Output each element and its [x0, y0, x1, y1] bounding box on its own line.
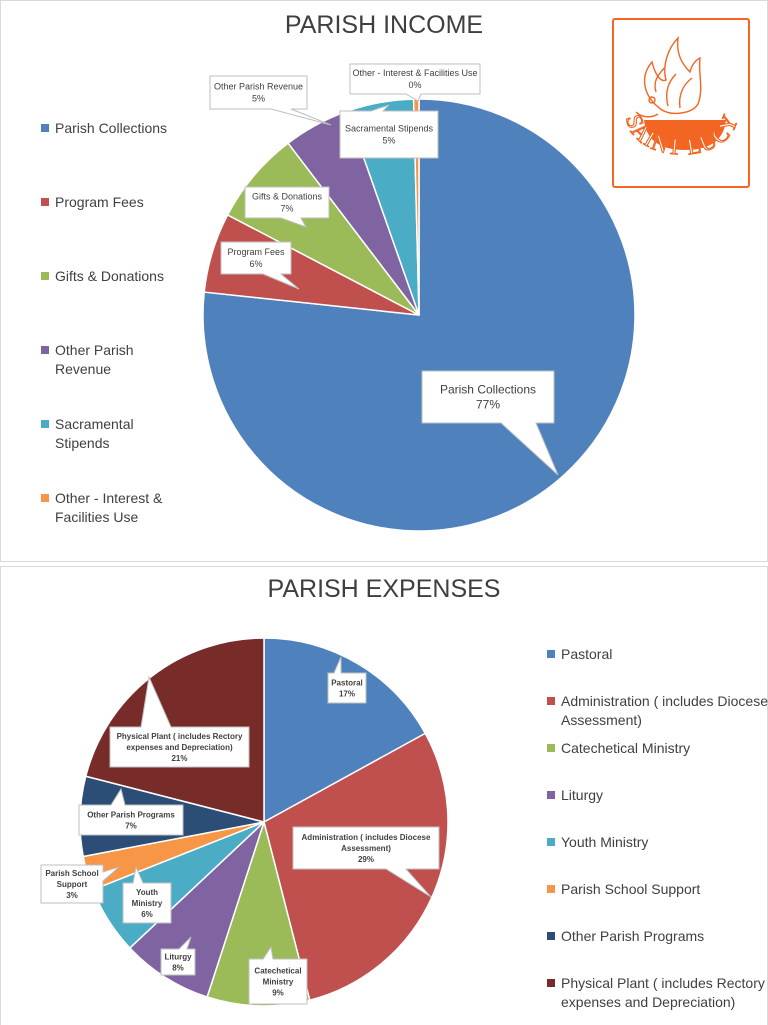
expenses-data-label-physical-plant-includes-rectory-expenses-and-depreciation-label: expenses and Depreciation) — [126, 743, 233, 752]
expenses-data-label-other-parish-programs-label: Other Parish Programs — [87, 810, 175, 819]
legend-label: Administration ( includes Diocese Assessm… — [561, 693, 768, 728]
expenses-data-label-catechetical-ministry-label: Catechetical — [254, 966, 301, 975]
legend-label: Pastoral — [561, 646, 613, 662]
expenses-data-label-parish-school-support-value: 3% — [66, 891, 78, 900]
legend-label: Program Fees — [55, 194, 144, 210]
legend-swatch — [547, 791, 555, 799]
expenses-data-label-liturgy-value: 8% — [172, 963, 184, 972]
legend-label: Liturgy — [561, 787, 604, 803]
income-data-label-other-parish-revenue-value: 5% — [252, 94, 265, 104]
expenses-data-label-youth-ministry-label: Ministry — [132, 899, 163, 908]
legend-label: Other Parish Programs — [561, 928, 705, 944]
legend-swatch — [41, 420, 49, 428]
legend-swatch — [547, 932, 555, 940]
income-data-label-other-parish-revenue: Other Parish Revenue 5% — [209, 75, 332, 126]
income-data-label-other-parish-revenue-label: Other Parish Revenue — [214, 82, 303, 92]
income-data-label-other-interest-facilities-use: Other - Interest & Facilities Use 0% — [349, 63, 481, 102]
legend-label: Physical Plant ( includes Rectory expense… — [561, 975, 765, 1010]
expenses-data-label-administration-includes-diocese-assessment-label: Assessment) — [341, 844, 391, 853]
expenses-data-label-physical-plant-includes-rectory-expenses-and-depreciation-value: 21% — [171, 754, 187, 763]
income-data-label-gifts-donations-label: Gifts & Donations — [252, 192, 323, 202]
expenses-data-label-parish-school-support-label: Support — [57, 880, 88, 889]
expenses-data-label-youth-ministry-value: 6% — [141, 910, 153, 919]
income-data-label-sacramental-stipends-value: 5% — [382, 136, 395, 146]
lamp-icon — [644, 120, 726, 150]
legend-swatch — [547, 697, 555, 705]
expenses-slice-pastoral — [263, 637, 427, 824]
expenses-data-label-catechetical-ministry-label: Ministry — [263, 977, 294, 986]
legend-label: Parish Collections — [55, 120, 168, 136]
expenses-data-label-other-parish-programs: Other Parish Programs 7% — [78, 787, 184, 836]
legend-swatch — [41, 124, 49, 132]
expenses-pie-chart: Pastoral 17% Administration ( includes Dio… — [40, 637, 449, 1007]
expenses-data-label-other-parish-programs-value: 7% — [125, 821, 137, 830]
legend-label: Gifts & Donations — [55, 268, 164, 284]
flame-icon — [635, 36, 702, 118]
income-data-label-parish-collections-label: Parish Collections — [440, 383, 536, 397]
income-data-label-sacramental-stipends-label: Sacramental Stipends — [345, 124, 434, 134]
expenses-data-label-administration-includes-diocese-assessment-value: 29% — [358, 855, 374, 864]
expenses-data-label-physical-plant-includes-rectory-expenses-and-depreciation-label: Physical Plant ( includes Rectory — [117, 732, 243, 741]
expenses-data-label-parish-school-support: Parish School Support 3% — [40, 864, 120, 904]
expenses-data-label-parish-school-support-label: Parish School — [45, 869, 98, 878]
expenses-data-label-youth-ministry-label: Youth — [136, 888, 158, 897]
legend-swatch — [547, 650, 555, 658]
expenses-data-label-catechetical-ministry: Catechetical Ministry 9% — [248, 945, 308, 1005]
legend-swatch — [547, 979, 555, 987]
expenses-data-label-pastoral: Pastoral 17% — [327, 656, 367, 704]
income-chart-title: PARISH INCOME — [284, 11, 484, 39]
expenses-chart-panel: PARISH EXPENSES Pastoral 17% Administratio… — [0, 566, 768, 1025]
legend-label: Parish School Support — [561, 881, 701, 897]
saint-lucy-logo: SAINT LUCY — [612, 18, 750, 188]
expenses-data-label-youth-ministry: Youth Ministry 6% — [122, 865, 172, 924]
legend-label: Sacramental Stipends — [55, 416, 134, 451]
income-data-label-gifts-donations: Gifts & Donations 7% — [244, 186, 330, 228]
expenses-data-label-catechetical-ministry-value: 9% — [272, 988, 284, 997]
income-data-label-parish-collections-value: 77% — [476, 398, 500, 412]
expenses-data-label-liturgy: Liturgy 8% — [160, 936, 196, 976]
legend-swatch — [41, 346, 49, 354]
legend-swatch — [41, 494, 49, 502]
expenses-data-label-pastoral-value: 17% — [339, 689, 355, 698]
expenses-data-label-liturgy-label: Liturgy — [164, 952, 192, 961]
income-data-label-other-interest-facilities-use-label: Other - Interest & Facilities Use — [352, 68, 477, 78]
expenses-chart-title: PARISH EXPENSES — [267, 575, 501, 603]
expenses-data-label-administration-includes-diocese-assessment: Administration ( includes Diocese Assessm… — [292, 826, 440, 898]
expenses-data-label-physical-plant-includes-rectory-expenses-and-depreciation: Physical Plant ( includes Rectory expense… — [109, 675, 250, 768]
legend-label: Catechetical Ministry — [561, 740, 691, 756]
income-data-label-gifts-donations-value: 7% — [280, 204, 293, 214]
expenses-data-label-pastoral-label: Pastoral — [331, 678, 363, 687]
expenses-data-label-administration-includes-diocese-assessment-label: Administration ( includes Diocese — [302, 833, 431, 842]
income-data-label-program-fees-label: Program Fees — [227, 247, 285, 257]
legend-swatch — [547, 885, 555, 893]
income-data-label-program-fees: Program Fees 6% — [220, 241, 300, 290]
legend-label: Youth Ministry — [561, 834, 649, 850]
legend-swatch — [41, 272, 49, 280]
legend-label: Other Parish Revenue — [55, 342, 134, 377]
income-data-label-sacramental-stipends: Sacramental Stipends 5% — [339, 104, 439, 159]
legend-swatch — [41, 198, 49, 206]
legend-swatch — [547, 744, 555, 752]
income-data-label-other-interest-facilities-use-value: 0% — [408, 80, 421, 90]
legend-swatch — [547, 838, 555, 846]
income-data-label-program-fees-value: 6% — [249, 259, 262, 269]
legend-label: Other - Interest & Facilities Use — [55, 490, 163, 525]
